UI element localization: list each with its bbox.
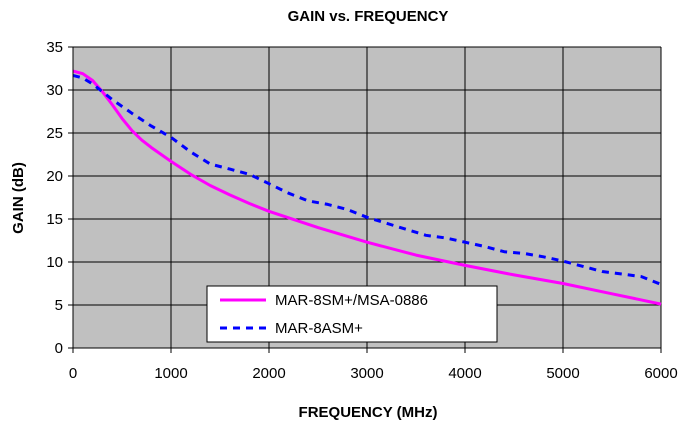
y-tick-label: 30 [46, 82, 63, 99]
y-tick-label: 5 [55, 297, 63, 314]
x-tick-label: 4000 [448, 365, 481, 382]
series-line-1 [72, 73, 662, 286]
x-tick-label: 5000 [546, 365, 579, 382]
y-tick-label: 35 [46, 39, 63, 56]
axes [68, 46, 662, 353]
x-tick-label: 2000 [252, 365, 285, 382]
x-axis-title: FREQUENCY (MHz) [299, 404, 438, 421]
series-line-0 [72, 69, 662, 306]
y-tick-label: 0 [55, 340, 63, 357]
y-tick-label: 25 [46, 125, 63, 142]
series-lines [72, 69, 662, 306]
x-tick-label: 3000 [350, 365, 383, 382]
legend: MAR-8SM+/MSA-0886 MAR-8ASM+ [206, 285, 498, 343]
legend-label-mar-8sm: MAR-8SM+/MSA-0886 [275, 292, 428, 309]
y-tick-label: 15 [46, 211, 63, 228]
y-axis-title: GAIN (dB) [10, 162, 27, 234]
x-tick-label: 6000 [644, 365, 677, 382]
chart-title: GAIN vs. FREQUENCY [288, 8, 449, 25]
y-tick-label: 10 [46, 254, 63, 271]
legend-label-mar-8asm: MAR-8ASM+ [275, 320, 363, 337]
x-tick-label: 1000 [154, 365, 187, 382]
legend-box [206, 285, 498, 343]
tick-labels: 0 1000 2000 3000 4000 5000 6000 0 5 10 15 20 25 30 35 [46, 39, 677, 382]
y-tick-label: 20 [46, 168, 63, 185]
x-tick-label: 0 [69, 365, 77, 382]
